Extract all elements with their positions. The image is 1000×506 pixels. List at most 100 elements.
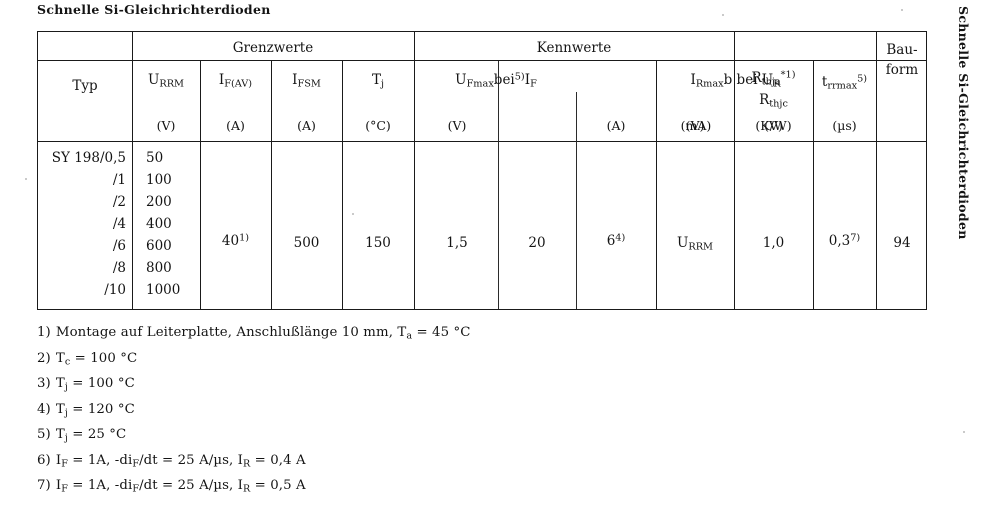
col-rule-bauform (876, 32, 877, 309)
header-unit-tj: (°C) (365, 118, 391, 133)
running-head-vertical: Schnelle Si-Gleichrichterdioden (956, 6, 971, 240)
cell-ifav-value: 40 (221, 233, 240, 249)
specifications-table: Typ Grenzwerte Kennwerte Bau- form URRM … (37, 31, 927, 310)
footnote-6-tail2: /dt = 25 A/µs, I (139, 452, 244, 468)
table-row-urrm-2: 200 (146, 194, 172, 210)
footnote-6-sub: F (61, 458, 68, 470)
col-rule-typ (132, 32, 133, 309)
table-row-type-4: /6 (112, 238, 126, 254)
scan-speck (901, 9, 903, 11)
footnote-7: 7) IF = 1A, -diF/dt = 25 A/µs, IR = 0,5 A (37, 473, 637, 499)
header-group-typ: Typ (72, 78, 98, 94)
col-rule-rth (813, 61, 814, 309)
cell-ifsm: 500 (293, 235, 320, 251)
rule-header-bottom (38, 141, 926, 142)
footnote-5-sub: j (64, 432, 68, 444)
footnote-1-tail: = 45 °C (412, 325, 471, 340)
cell-tj: 150 (365, 235, 391, 251)
footnote-4: 4) Tj = 120 °C (37, 397, 637, 423)
cell-trrmax-value: 0,3 (828, 233, 851, 249)
table-row-type-6: /10 (104, 282, 126, 298)
cell-irmax-footnote: 4) (615, 232, 626, 244)
footnote-4-sub: j (64, 407, 68, 419)
cell-rth: 1,0 (762, 235, 785, 251)
footnote-5-tail: = 25 °C (67, 427, 127, 442)
footnote-7-sub3: R (243, 483, 251, 495)
footnote-7-tail3: = 0,5 A (250, 478, 306, 493)
col-rule-if-cond (576, 92, 577, 309)
footnote-6: 6) IF = 1A, -diF/dt = 25 A/µs, IR = 0,4 A (37, 448, 637, 474)
footnote-1-number: 1) (37, 325, 51, 340)
table-row-type-3: /4 (112, 216, 126, 232)
table-row-urrm-6: 1000 (146, 282, 181, 298)
table-row-urrm-3: 400 (146, 216, 172, 232)
footnote-6-text: I (55, 452, 62, 468)
header-unit-if-cond: (A) (606, 118, 626, 133)
cell-bauform: 94 (893, 235, 911, 251)
header-group-bauform-line1: Bau- (886, 42, 918, 58)
cell-irmax: 64) (576, 232, 656, 249)
scan-speck (247, 8, 249, 10)
footnote-7-tail: = 1A, -di (67, 478, 133, 493)
footnote-6-tail3: = 0,4 A (250, 452, 306, 468)
footnote-6-sub2: F (132, 458, 140, 470)
table-row-urrm-0: 50 (146, 150, 164, 166)
header-group-kennwerte: Kennwerte (536, 40, 612, 56)
footnote-7-sub: F (61, 483, 68, 495)
footnote-2-tail: = 100 °C (70, 350, 138, 366)
header-symbol-trrmax: trrmax5) (821, 73, 868, 92)
footnote-4-text: T (55, 401, 65, 417)
footnote-5-text: T (55, 427, 65, 442)
footnote-2-text: T (55, 350, 65, 366)
table-row-urrm-1: 100 (146, 172, 172, 188)
header-symbol-ifav: IF(AV) (218, 72, 253, 90)
footnote-3: 3) Tj = 100 °C (37, 371, 637, 397)
cell-trrmax-footnote: 7) (850, 232, 861, 244)
col-rule-urrm (200, 61, 201, 309)
table-row-type-5: /8 (112, 260, 126, 276)
header-symbol-ufmax: UFmaxbei5)IF (455, 71, 537, 90)
header-symbol-irmax: IRmaxb bei UR (690, 72, 781, 90)
footnote-3-sub: j (64, 381, 68, 393)
header-unit-urrm: (V) (156, 118, 176, 133)
cell-ifav-footnote: 1) (239, 232, 250, 244)
table-row-urrm-4: 600 (146, 238, 172, 254)
cell-irmax-value: 6 (606, 233, 616, 249)
header-group-bauform-line2: form (885, 62, 919, 78)
cell-if-cond: 20 (528, 235, 546, 251)
footnote-6-sub3: R (243, 458, 251, 470)
footnote-5: 5) Tj = 25 °C (37, 422, 637, 448)
cell-ifav: 401) (200, 232, 271, 249)
col-rule-irmax (656, 61, 657, 309)
footnote-7-text: I (55, 478, 62, 493)
footnote-7-tail2: /dt = 25 A/µs, I (139, 478, 244, 493)
cell-ufmax: 1,5 (446, 235, 468, 251)
footnote-1-sub: a (406, 330, 413, 342)
table-row-type-1: /1 (112, 172, 126, 188)
cell-trrmax: 0,37) (813, 232, 876, 249)
header-unit-kw: (K/W) (755, 118, 792, 133)
footnotes-list: 1) Montage auf Leiterplatte, Anschlußläng… (37, 320, 637, 499)
table-row-urrm-5: 800 (146, 260, 172, 276)
footnote-1: 1) Montage auf Leiterplatte, Anschlußläng… (37, 320, 637, 346)
col-rule-ifav (271, 61, 272, 309)
header-unit-ifav: (A) (226, 118, 245, 133)
header-unit-trrmax: (µs) (832, 118, 857, 133)
footnote-7-number: 7) (37, 478, 51, 493)
col-rule-ifsm (342, 61, 343, 309)
scan-speck (25, 178, 27, 180)
footnote-2-sub: c (64, 356, 71, 368)
scan-speck (963, 431, 965, 433)
header-symbol-ifsm: IFSM (292, 72, 321, 90)
header-symbol-rthja: Rthja*1) (751, 69, 796, 88)
footnote-2: 2) Tc = 100 °C (37, 346, 637, 372)
footnote-3-tail: = 100 °C (67, 376, 135, 391)
scan-speck (352, 213, 354, 215)
footnote-3-text: T (55, 376, 65, 391)
cell-ur-cond: URRM (677, 235, 713, 253)
header-symbol-urrm: URRM (148, 72, 184, 90)
header-symbol-rthjc: Rthjc (759, 92, 788, 110)
table-row-type-2: /2 (112, 194, 126, 210)
scan-speck (722, 14, 724, 16)
footnote-5-number: 5) (37, 427, 51, 442)
